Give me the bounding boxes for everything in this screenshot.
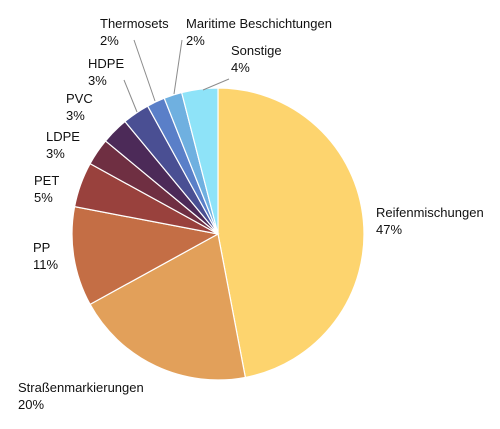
leader-lines (123, 39, 230, 113)
slice-label-pvc: PVC (66, 91, 93, 106)
slice-label-pp: PP (33, 240, 50, 255)
slice-sonstige (180, 87, 219, 235)
slice-value-reifenmischungen: 47% (376, 222, 402, 237)
slice-reifenmischungen (217, 87, 365, 379)
slice-value-thermosets: 2% (100, 33, 119, 48)
slice-labels: Reifenmischungen 47% Straßenmarkierungen 20… (18, 16, 484, 412)
slice-label-ldpe: LDPE (46, 129, 80, 144)
slice-value-pet: 5% (34, 190, 53, 205)
slice-label-sonstige: Sonstige (231, 43, 282, 58)
slice-strassenmarkierungen (89, 233, 247, 381)
leader-line-sonstige (202, 78, 230, 91)
leader-line-thermosets (133, 39, 156, 102)
slice-label-reifenmischungen: Reifenmischungen (376, 205, 484, 220)
leader-line-maritime-beschichtungen (173, 39, 183, 95)
pie-slices (71, 87, 365, 381)
leader-line-hdpe (123, 79, 138, 113)
slice-label-maritime-beschichtungen: Maritime Beschichtungen (186, 16, 332, 31)
slice-label-pet: PET (34, 173, 59, 188)
slice-label-strassenmarkierungen: Straßenmarkierungen (18, 380, 144, 395)
slice-label-thermosets: Thermosets (100, 16, 169, 31)
slice-value-maritime-beschichtungen: 2% (186, 33, 205, 48)
slice-value-pvc: 3% (66, 108, 85, 123)
slice-value-pp: 11% (33, 257, 58, 272)
slice-value-strassenmarkierungen: 20% (18, 397, 44, 412)
slice-value-sonstige: 4% (231, 60, 250, 75)
slice-value-hdpe: 3% (88, 73, 107, 88)
slice-pp (71, 205, 220, 306)
slice-value-ldpe: 3% (46, 146, 65, 161)
slice-label-hdpe: HDPE (88, 56, 124, 71)
